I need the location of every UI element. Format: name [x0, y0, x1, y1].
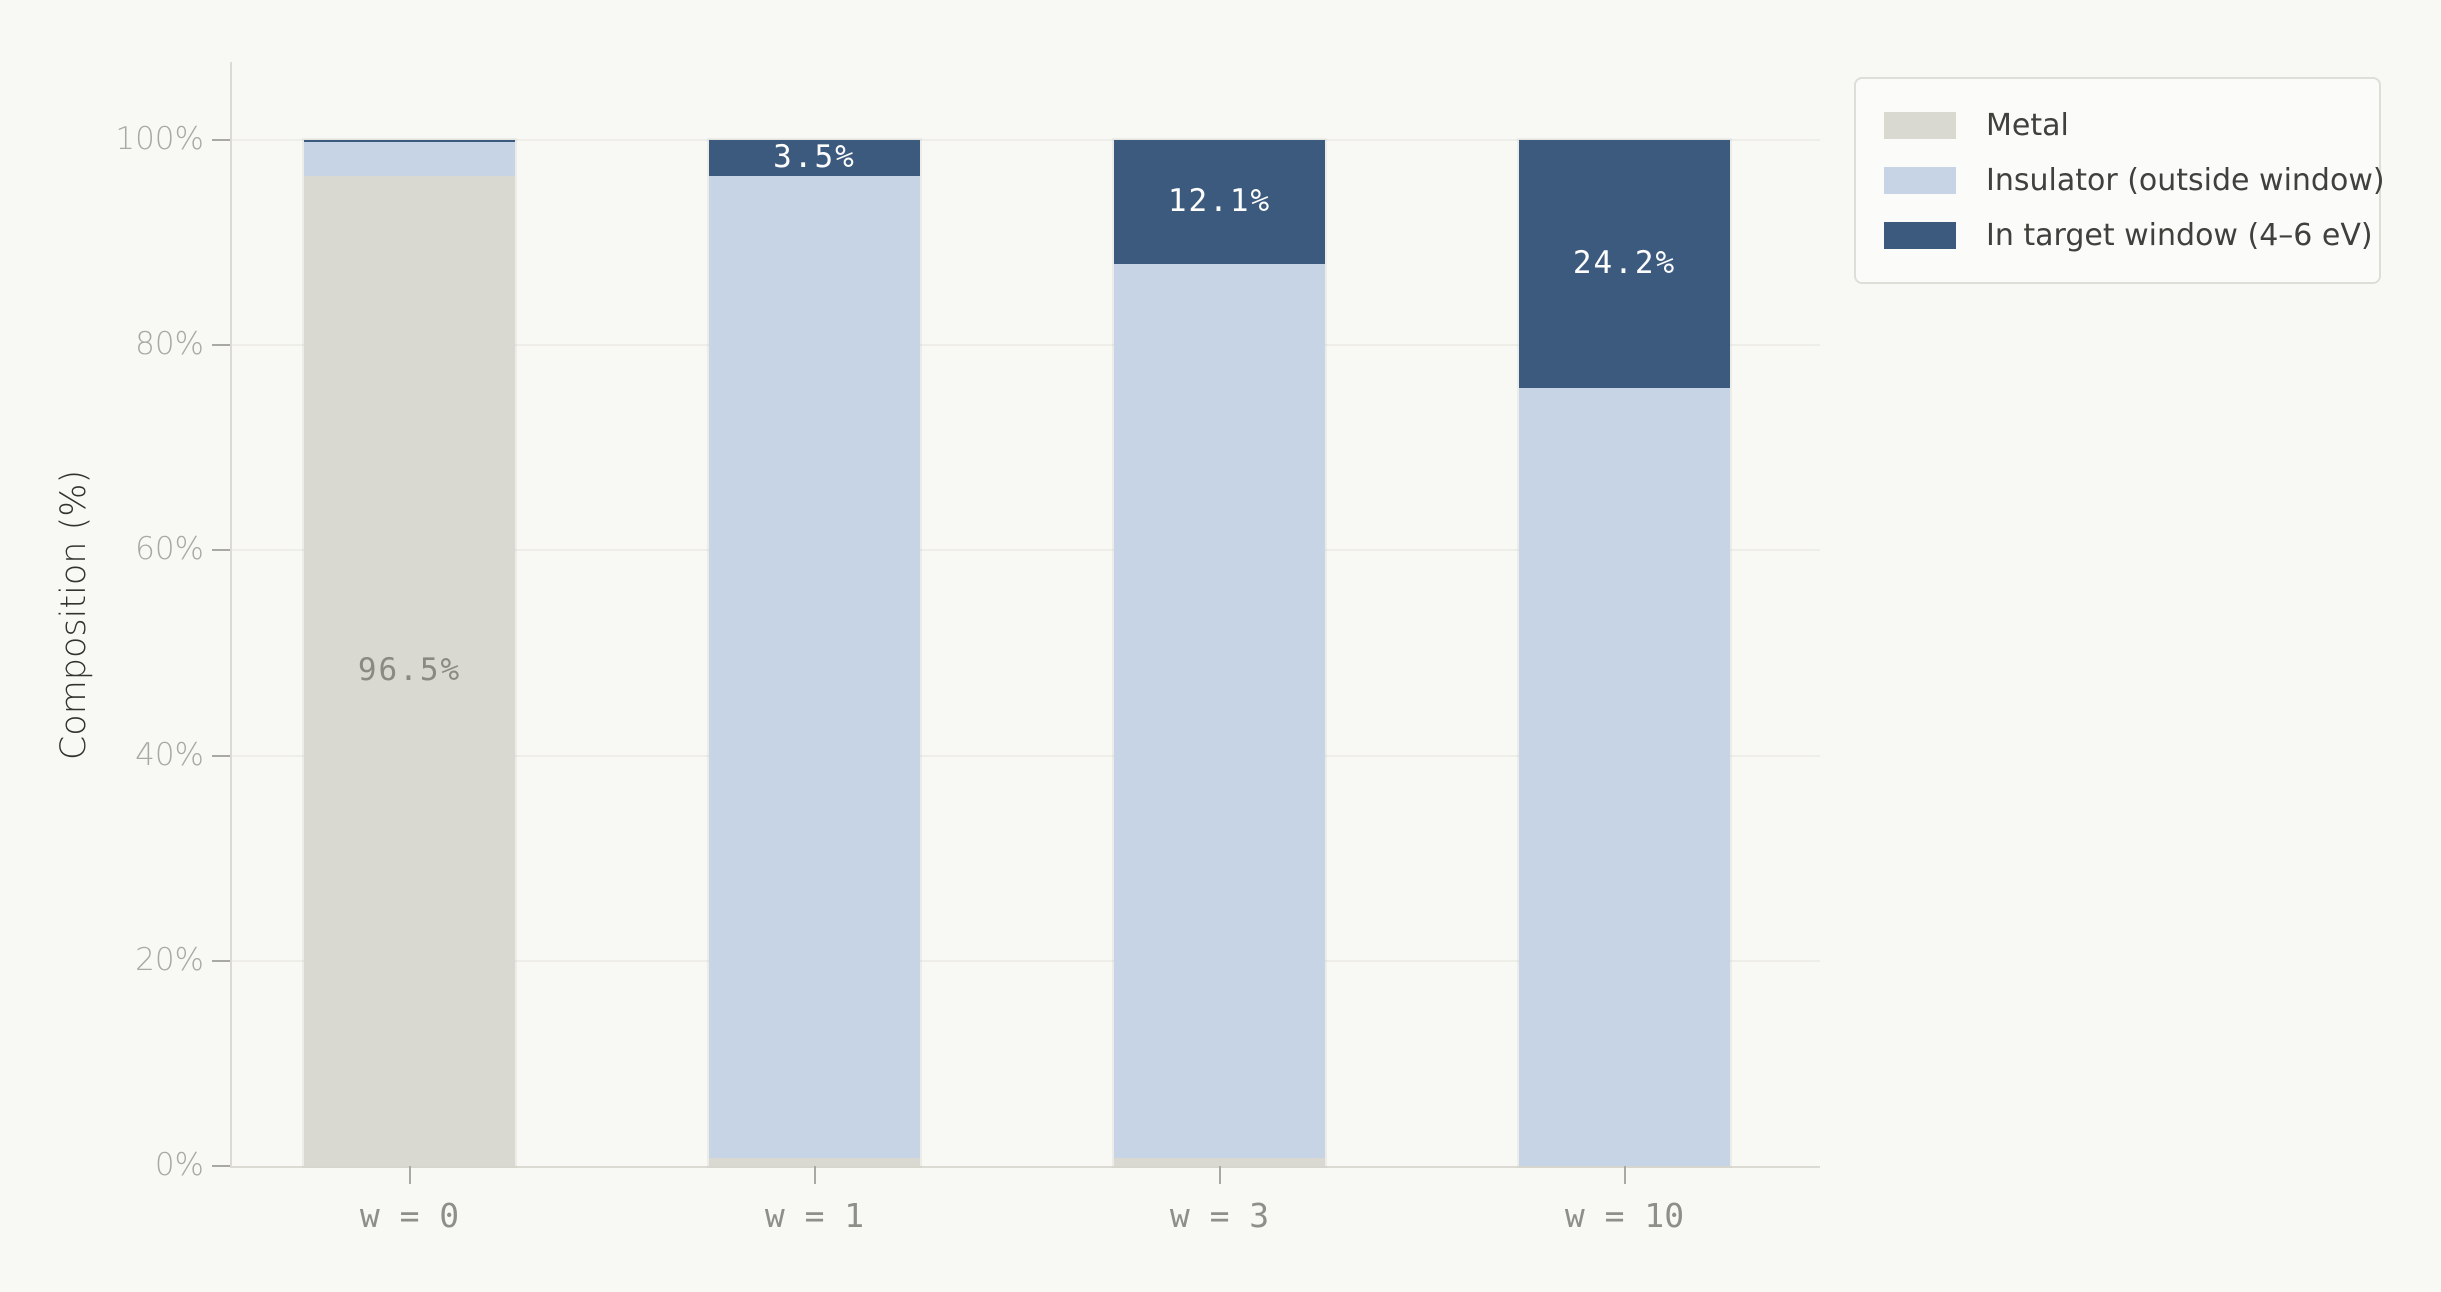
legend-swatch-metal	[1884, 112, 1956, 139]
gridline	[232, 754, 1820, 757]
x-tick-label: w = 3	[1169, 1196, 1270, 1235]
x-tick-label: w = 1	[764, 1196, 865, 1235]
y-tick-label: 100%	[115, 121, 204, 157]
bar-segment	[709, 140, 920, 176]
gridline	[232, 344, 1820, 347]
legend-item-metal: Metal	[1884, 107, 2355, 143]
y-tick-mark	[212, 139, 230, 141]
bar-segment	[304, 142, 515, 176]
x-tick-mark	[1623, 1166, 1626, 1184]
gridline	[232, 549, 1820, 552]
y-tick-label: 20%	[135, 941, 204, 978]
gridline	[232, 959, 1820, 962]
y-tick-label: 40%	[135, 736, 204, 773]
y-tick-label: 80%	[135, 326, 204, 363]
legend: Metal Insulator (outside window) In targ…	[1854, 77, 2385, 284]
x-tick-mark	[813, 1166, 816, 1184]
legend-label: Metal	[1986, 107, 2069, 143]
y-tick-label: 0%	[154, 1147, 204, 1183]
x-tick-label: w = 10	[1564, 1196, 1685, 1235]
x-tick-mark	[408, 1166, 411, 1184]
bar-segment	[709, 175, 920, 1158]
legend-label: Insulator (outside window)	[1986, 162, 2385, 198]
x-tick-label: w = 0	[359, 1196, 460, 1235]
bar-segment	[304, 140, 515, 143]
y-tick-mark	[212, 1165, 230, 1167]
legend-swatch-insulator	[1884, 167, 1956, 194]
bar-segment	[1114, 264, 1325, 1158]
plot-area: 0% 20% 40% 60% 80% 100% 96.5% w = 0 3.5% w = 1 12.…	[115, 62, 1820, 1235]
x-tick-mark	[1218, 1166, 1221, 1184]
bar-w=10: 24.2%	[1519, 140, 1730, 1166]
y-tick-mark	[212, 344, 230, 347]
y-axis-title: Composition (%)	[54, 469, 94, 761]
legend-item-target-window: In target window (4–6 eV)	[1884, 218, 2373, 253]
bar-w=1: 3.5%	[709, 140, 920, 1166]
bar-segment	[1114, 1157, 1325, 1166]
y-tick-label: 60%	[135, 531, 204, 568]
y-tick-mark	[212, 549, 230, 552]
bar-segment	[709, 1157, 920, 1166]
bar-w=3: 12.1%	[1114, 140, 1325, 1166]
legend-swatch-target-window	[1884, 222, 1956, 249]
legend-item-insulator: Insulator (outside window)	[1884, 163, 2385, 198]
bar-segment	[1519, 388, 1730, 1166]
y-tick-mark	[212, 754, 230, 757]
legend-label: In target window (4–6 eV)	[1986, 217, 2373, 253]
bar-segment	[1519, 140, 1730, 389]
bar-w=0: 96.5%	[304, 140, 515, 1166]
bar-segment	[304, 175, 515, 1166]
gridline	[232, 139, 1820, 141]
bar-segment	[1114, 140, 1325, 265]
y-tick-mark	[212, 959, 230, 962]
